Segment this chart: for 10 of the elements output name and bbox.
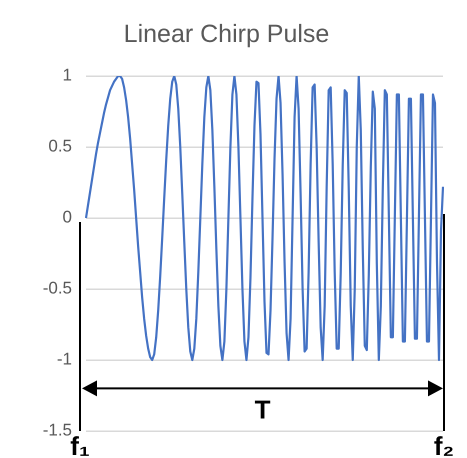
y-tick-label: 1 — [62, 66, 72, 85]
y-tick-label: 0.5 — [48, 136, 72, 156]
y-tick-label: -0.5 — [42, 278, 72, 298]
annotation: f₂ — [434, 431, 454, 458]
y-tick-label: 0 — [62, 208, 72, 227]
y-tick-label: -1.5 — [42, 420, 72, 440]
y-tick-label: -1 — [56, 350, 72, 369]
ref-line-label: T — [254, 394, 271, 425]
annotation: f₁ — [70, 431, 90, 458]
chart-title: Linear Chirp Pulse — [124, 20, 330, 48]
